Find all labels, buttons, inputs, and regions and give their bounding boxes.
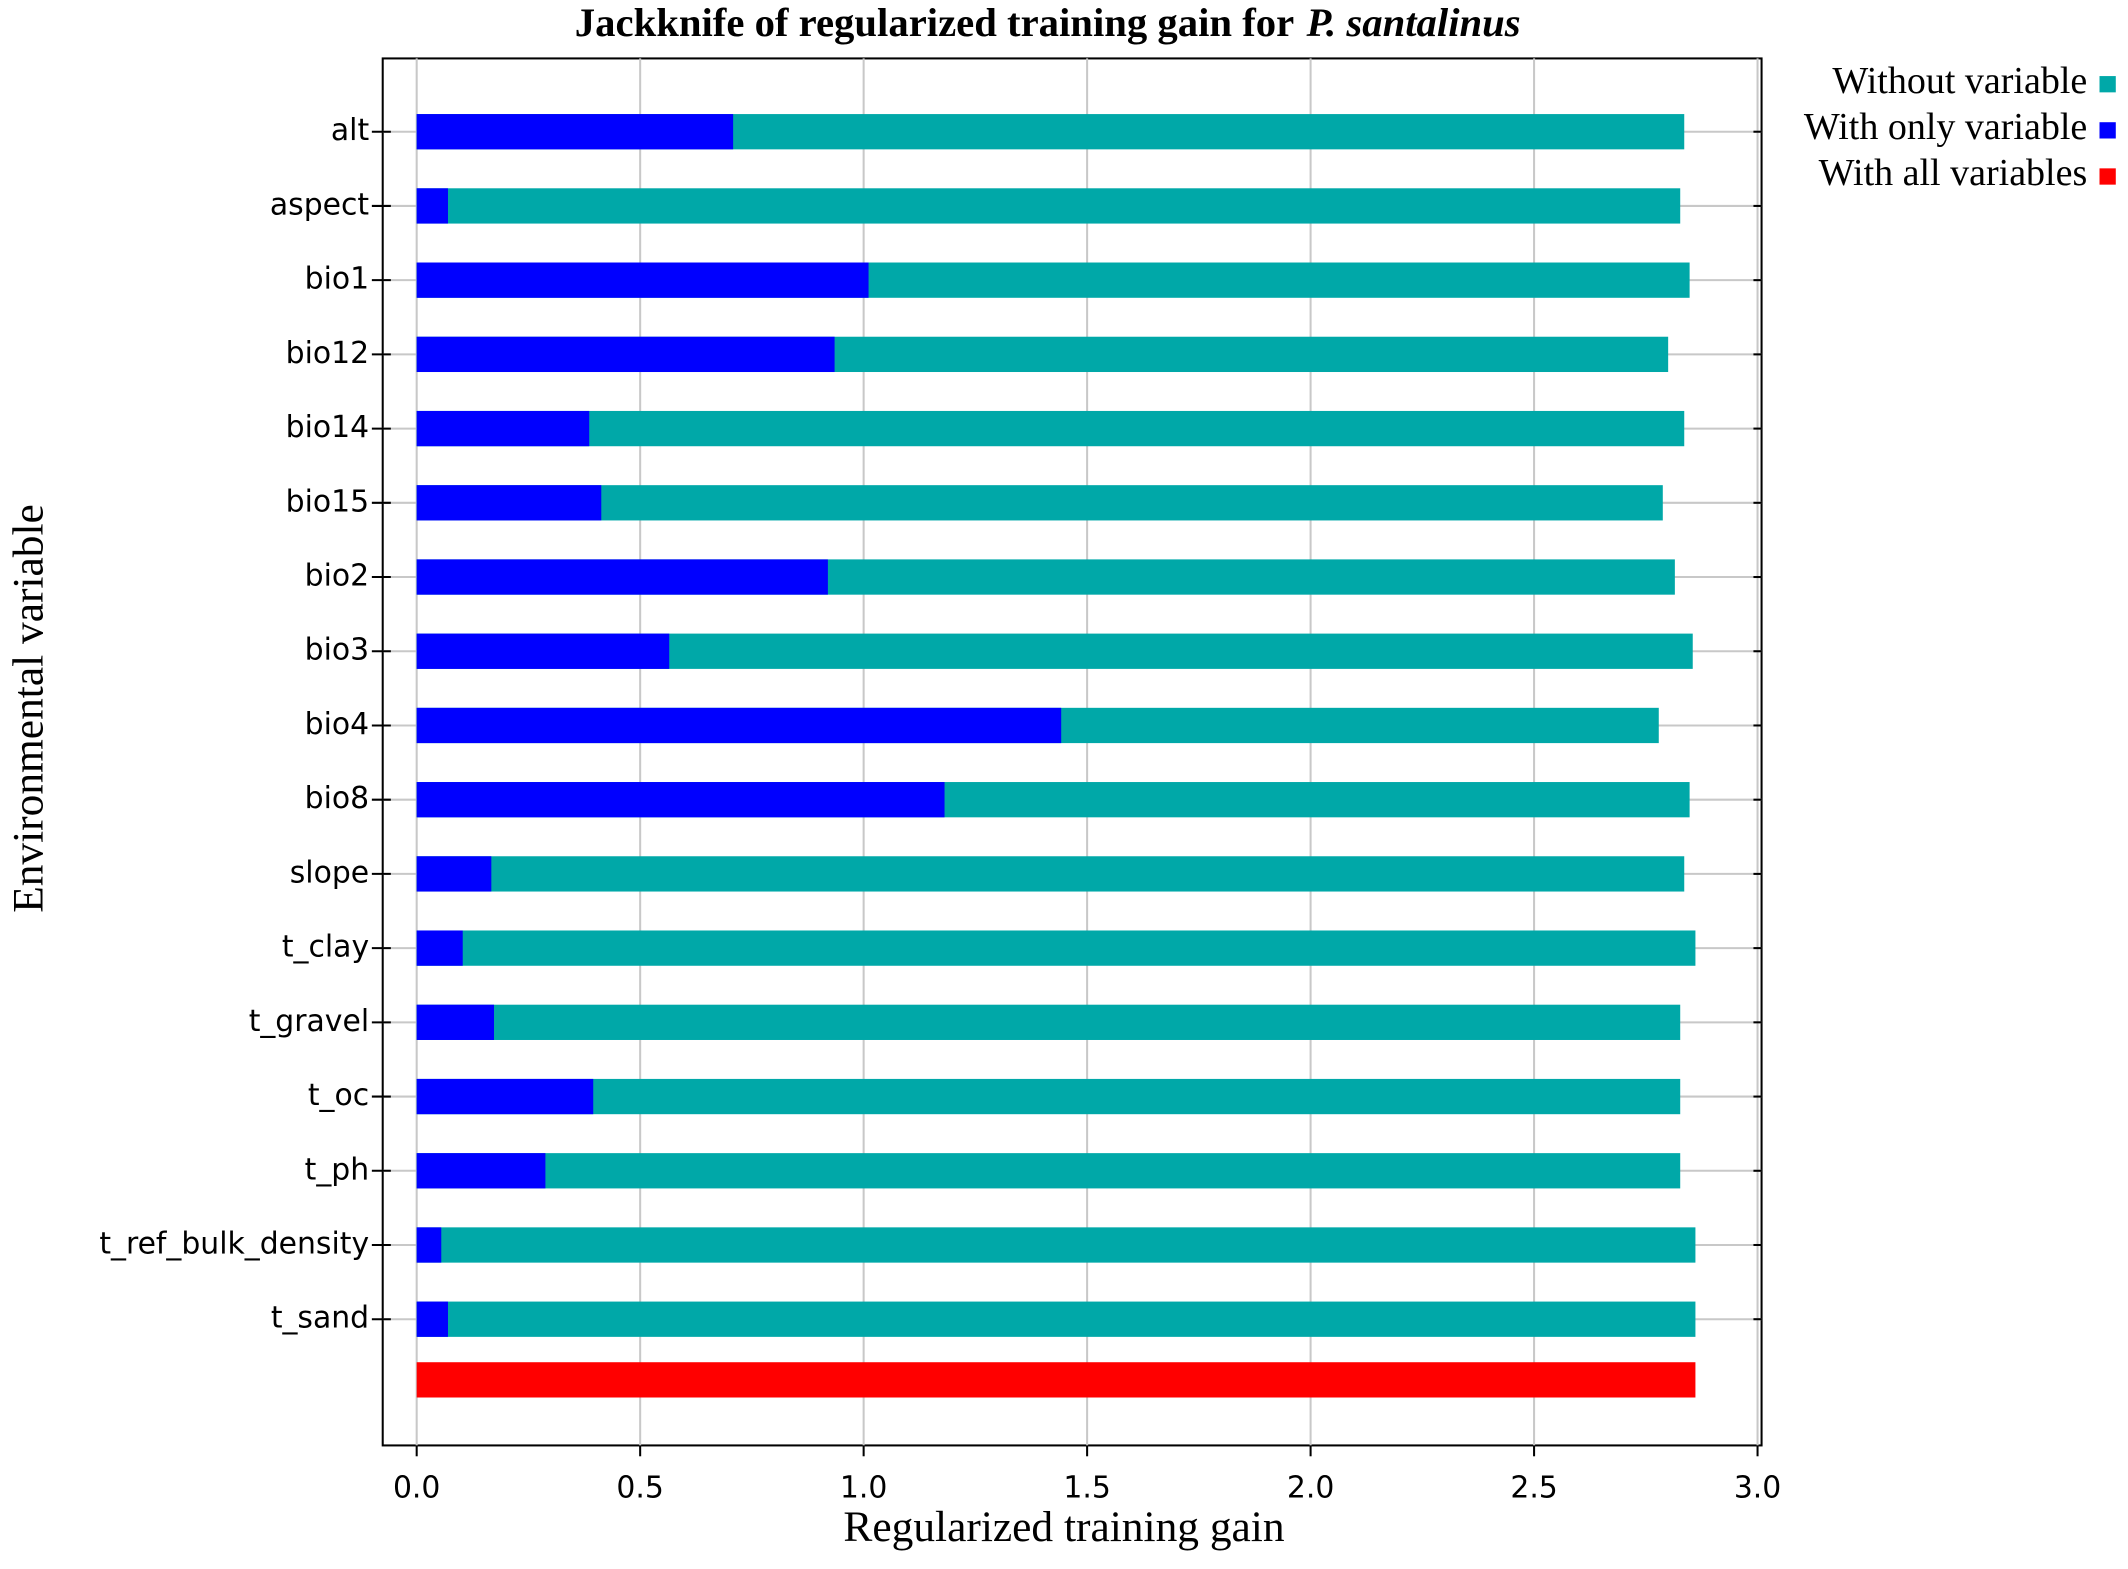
bar [416,410,1685,447]
chart-title: Jackknife of regularized training gain f… [575,1,1521,46]
y-tick-label: t_ref_bulk_density [99,1226,369,1261]
bar [416,485,602,521]
legend-swatch [2099,168,2116,185]
bar [416,1362,1696,1398]
bar [416,1227,442,1263]
y-tick-label: t_oc [308,1078,369,1113]
bar [416,559,828,595]
bar [416,1004,495,1040]
bar [416,1227,1696,1263]
bar [416,1078,594,1115]
bar [416,856,1685,892]
y-tick-label: bio1 [305,262,369,297]
title-species: P. santalinus [1305,1,1520,46]
bar [416,707,1062,744]
y-tick-label: bio8 [305,781,369,816]
y-tick-label: bio15 [286,484,369,519]
legend-swatch [2099,122,2116,139]
legend-label: With all variables [1819,152,2088,194]
x-tick-label: 1.0 [840,1470,887,1505]
y-tick-label: aspect [270,187,369,222]
bar [416,1301,448,1337]
bar [416,930,463,966]
bar [416,410,590,447]
bar [416,1078,1681,1115]
bar [416,114,734,150]
x-tick-label: 1.5 [1063,1470,1110,1505]
bar [416,930,1696,966]
bar [416,188,448,224]
y-tick-label: slope [290,855,369,890]
y-axis-label: Environmental variable [5,504,53,913]
bar [416,856,492,892]
title-text: Jackknife of regularized training gain f… [575,1,1294,46]
bar [416,1301,1696,1337]
y-tick-label: t_sand [271,1301,369,1336]
x-tick-label: 0.5 [616,1470,663,1505]
bar [416,485,1663,521]
y-tick-label: bio12 [286,336,369,371]
x-tick-label: 2.5 [1510,1470,1557,1505]
y-tick-label: bio14 [286,410,369,445]
y-tick-label: t_gravel [249,1004,369,1039]
y-tick-label: bio4 [305,707,369,742]
y-tick-label: alt [331,113,369,148]
y-tick-label: t_ph [305,1152,369,1187]
x-axis-label: Regularized training gain [843,1503,1284,1551]
bar [416,782,945,818]
x-tick-label: 0.0 [393,1470,440,1505]
legend-label: Without variable [1832,60,2087,102]
y-tick-label: bio3 [305,633,369,668]
bar [416,1153,1681,1189]
x-tick-label: 3.0 [1734,1470,1781,1505]
legend-swatch [2099,76,2116,93]
y-tick-label: t_clay [282,930,369,965]
bar [416,262,869,298]
bar [416,633,670,669]
bar [416,1153,546,1189]
bar [416,188,1681,224]
bar [416,1004,1681,1040]
y-tick-label: bio2 [305,559,369,594]
bar [416,336,835,373]
legend-label: With only variable [1804,106,2087,148]
x-tick-label: 2.0 [1287,1470,1334,1505]
